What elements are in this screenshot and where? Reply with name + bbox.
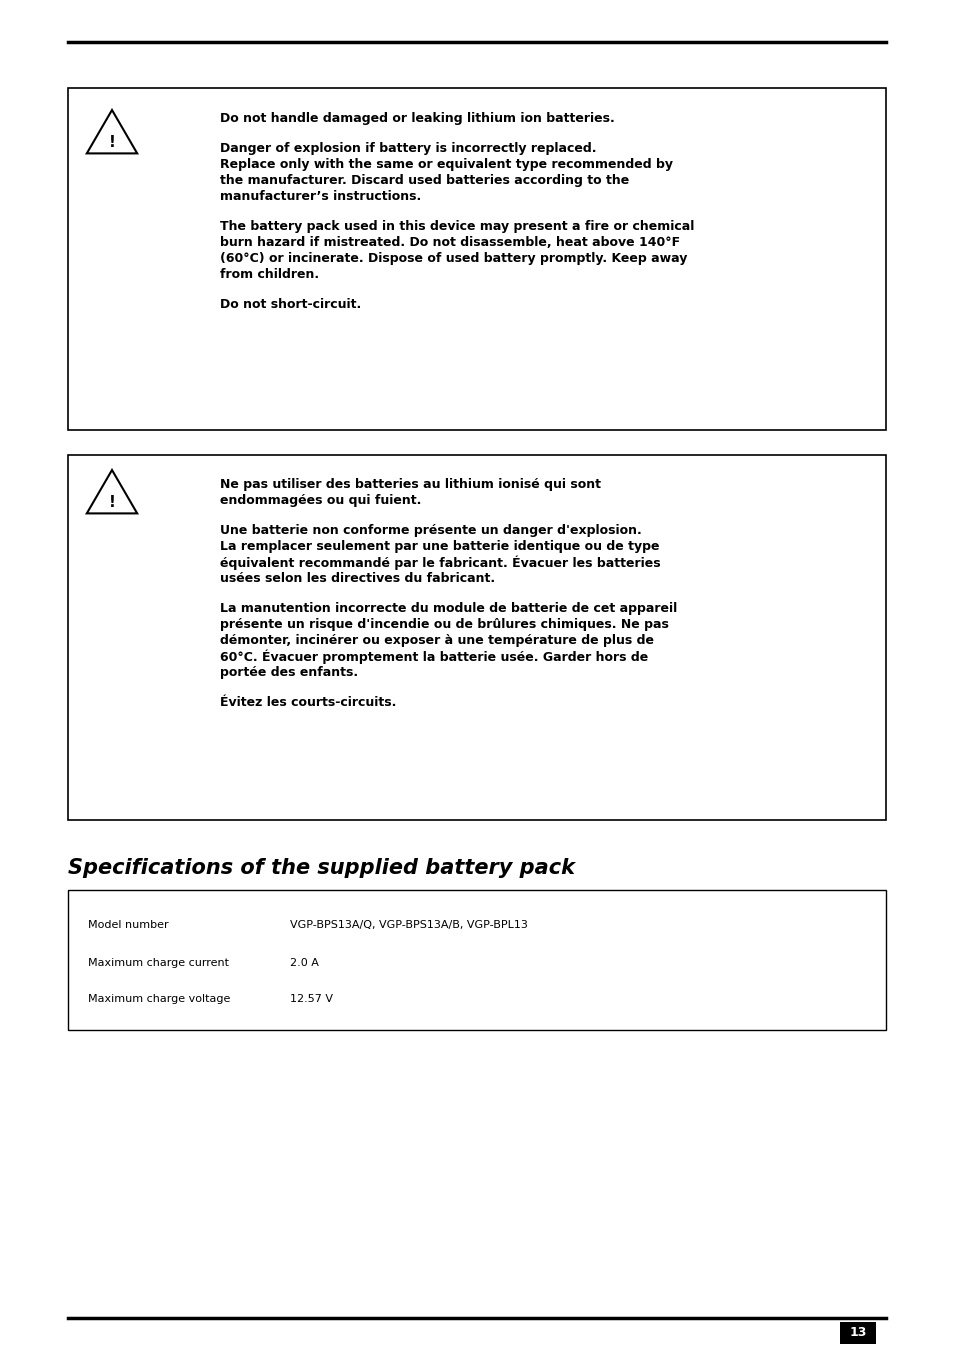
Text: 2.0 A: 2.0 A — [290, 959, 318, 968]
Text: The battery pack used in this device may present a fire or chemical: The battery pack used in this device may… — [220, 220, 694, 233]
Text: 12.57 V: 12.57 V — [290, 994, 333, 1005]
Text: portée des enfants.: portée des enfants. — [220, 667, 357, 679]
Bar — [68, 890, 885, 1030]
Text: Évitez les courts-circuits.: Évitez les courts-circuits. — [220, 696, 395, 708]
Text: burn hazard if mistreated. Do not disassemble, heat above 140°F: burn hazard if mistreated. Do not disass… — [220, 237, 679, 249]
Text: the manufacturer. Discard used batteries according to the: the manufacturer. Discard used batteries… — [220, 174, 629, 187]
Text: présente un risque d'incendie ou de brûlures chimiques. Ne pas: présente un risque d'incendie ou de brûl… — [220, 618, 668, 631]
Text: !: ! — [109, 495, 115, 510]
Text: VGP-BPS13A/Q, VGP-BPS13A/B, VGP-BPL13: VGP-BPS13A/Q, VGP-BPS13A/B, VGP-BPL13 — [290, 919, 527, 930]
Text: endommagées ou qui fuient.: endommagées ou qui fuient. — [220, 493, 421, 507]
Text: 60°C. Évacuer promptement la batterie usée. Garder hors de: 60°C. Évacuer promptement la batterie us… — [220, 650, 648, 664]
Bar — [840, 1322, 875, 1344]
Text: usées selon les directives du fabricant.: usées selon les directives du fabricant. — [220, 572, 495, 585]
Text: manufacturer’s instructions.: manufacturer’s instructions. — [220, 191, 421, 203]
Text: Danger of explosion if battery is incorrectly replaced.: Danger of explosion if battery is incorr… — [220, 142, 596, 155]
Text: 13: 13 — [848, 1326, 865, 1340]
Text: Do not handle damaged or leaking lithium ion batteries.: Do not handle damaged or leaking lithium… — [220, 112, 614, 124]
Text: (60°C) or incinerate. Dispose of used battery promptly. Keep away: (60°C) or incinerate. Dispose of used ba… — [220, 251, 687, 265]
Text: équivalent recommandé par le fabricant. Évacuer les batteries: équivalent recommandé par le fabricant. … — [220, 556, 659, 571]
Text: Une batterie non conforme présente un danger d'explosion.: Une batterie non conforme présente un da… — [220, 525, 641, 537]
Text: Ne pas utiliser des batteries au lithium ionisé qui sont: Ne pas utiliser des batteries au lithium… — [220, 479, 600, 491]
Text: La manutention incorrecte du module de batterie de cet appareil: La manutention incorrecte du module de b… — [220, 602, 677, 615]
Text: démonter, incinérer ou exposer à une température de plus de: démonter, incinérer ou exposer à une tem… — [220, 634, 654, 648]
Bar — [68, 456, 885, 821]
Text: Do not short-circuit.: Do not short-circuit. — [220, 297, 361, 311]
Text: Replace only with the same or equivalent type recommended by: Replace only with the same or equivalent… — [220, 158, 672, 170]
Text: from children.: from children. — [220, 268, 319, 281]
Text: Specifications of the supplied battery pack: Specifications of the supplied battery p… — [68, 859, 575, 877]
Text: Maximum charge current: Maximum charge current — [88, 959, 229, 968]
Text: La remplacer seulement par une batterie identique ou de type: La remplacer seulement par une batterie … — [220, 539, 659, 553]
Bar — [68, 88, 885, 430]
Text: !: ! — [109, 135, 115, 150]
Text: Model number: Model number — [88, 919, 169, 930]
Text: Maximum charge voltage: Maximum charge voltage — [88, 994, 230, 1005]
